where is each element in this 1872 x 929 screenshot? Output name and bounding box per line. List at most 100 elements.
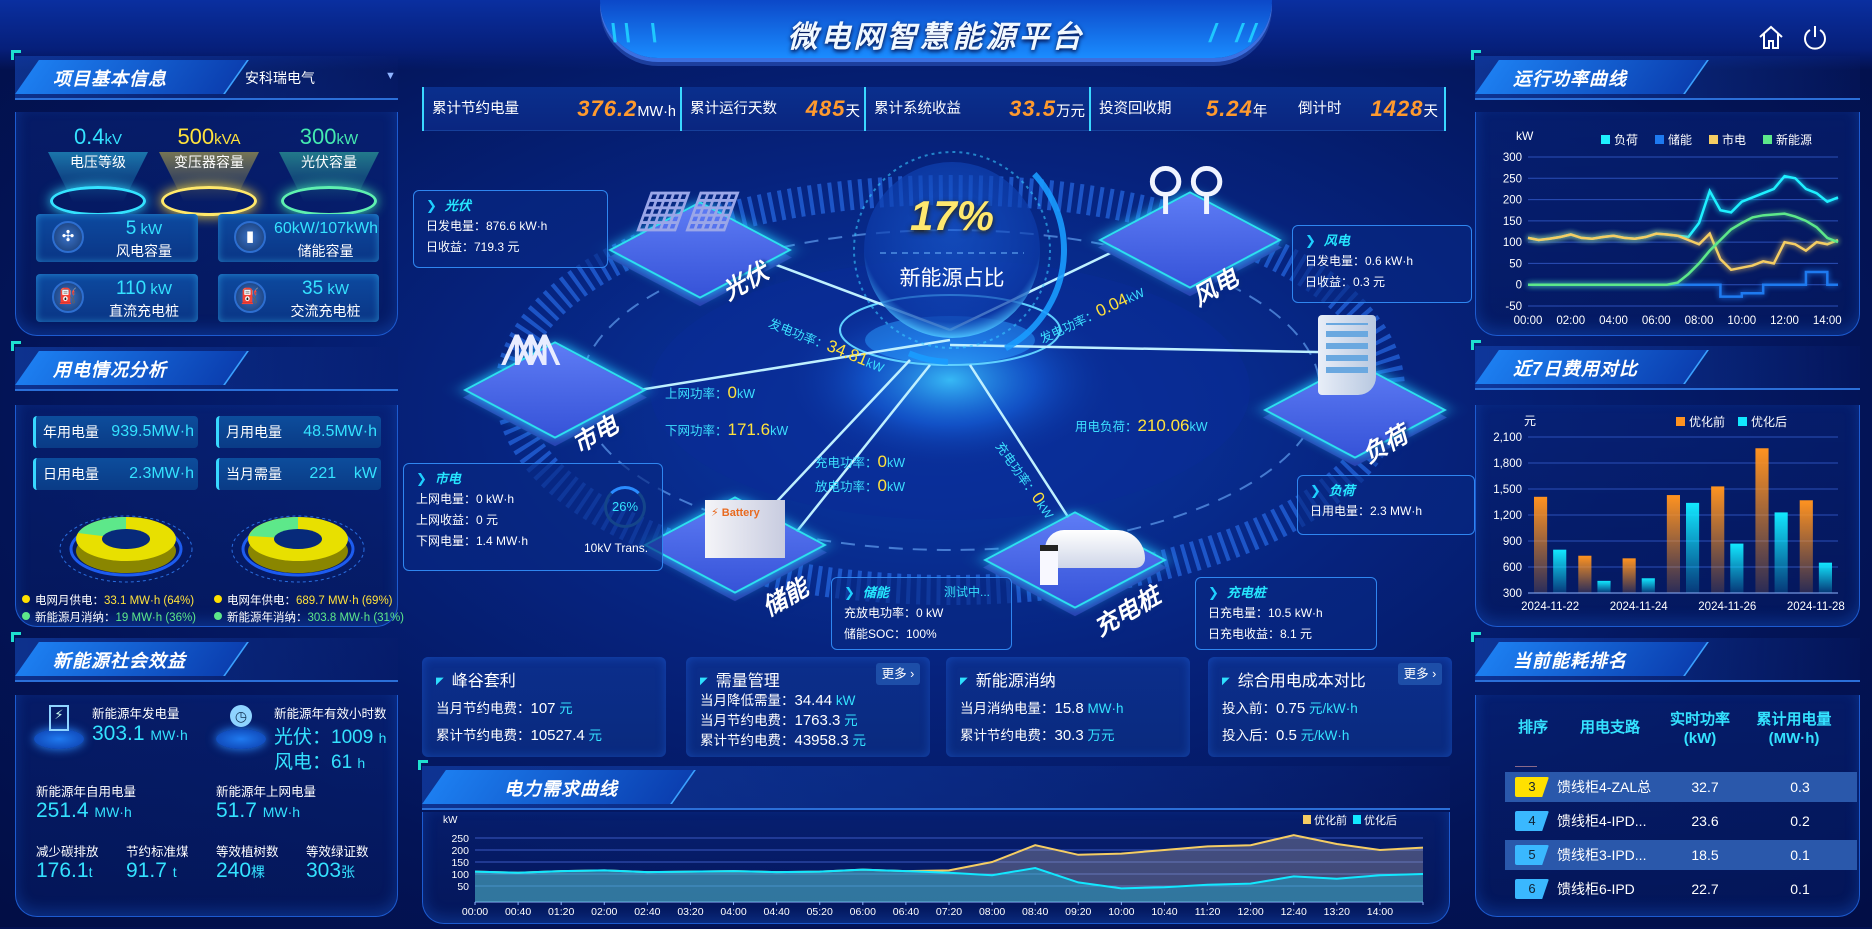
donut-charts [59, 515, 365, 583]
panel-project-info: 0.4kV 电压等级 500kVA 变压器容量 300kW 光伏容量 ✣ 5 kW 风电容… [15, 112, 398, 336]
social-value-trees: 240棵 [216, 859, 266, 882]
clock-icon: ◷ [216, 705, 266, 751]
x-tick-label: 14:00 [1367, 906, 1393, 918]
project-selector[interactable]: 安科瑞电气 ▼ [245, 68, 396, 88]
ranking-row[interactable]: 6 馈线柜6-IPD 22.7 0.1 [1505, 874, 1857, 904]
x-tick-label: 02:00 [1556, 315, 1585, 327]
usage-label: 当月需量 [226, 466, 282, 482]
power-icon[interactable] [1800, 22, 1830, 52]
corner-icon [1471, 632, 1481, 642]
x-tick-label: 04:40 [763, 906, 789, 918]
panel-title: 新能源社会效益 [53, 651, 186, 671]
home-icon[interactable] [1756, 22, 1786, 52]
usage-label: 日用电量 [43, 466, 99, 482]
flow-load: 用电负荷：210.06kW [1075, 416, 1208, 435]
wind-turbine-icon: ✣ [52, 221, 84, 253]
info-line: 日用电量：2.3 MW·h [1310, 504, 1423, 518]
x-tick-label: 02:00 [591, 906, 617, 918]
y-tick-label: 1,500 [1493, 484, 1522, 496]
x-tick-label: 12:00 [1770, 315, 1799, 327]
series-line-新能源 [1528, 212, 1839, 286]
stat-countdown-value: 1428 [1370, 96, 1424, 121]
item-label: 风电容量 [116, 243, 172, 259]
y-axis-unit: 元 [1524, 414, 1536, 428]
legend-label: 电网年供电： [227, 595, 296, 607]
bar-优化前-2024-11-22 [1534, 496, 1548, 593]
x-tick-label: 00:00 [1514, 315, 1543, 327]
legend-grid-monthly: 电网月供电：33.1 MW·h (64%) [22, 592, 194, 608]
x-tick-label: 03:20 [677, 906, 703, 918]
info-line: 日充电收益：8.1 元 [1208, 627, 1313, 641]
usage-monthly-demand: 当月需量 221 kW [216, 458, 381, 490]
stat-label: 累计系统收益 [874, 101, 961, 117]
rank-badge: 4 [1515, 811, 1549, 831]
panel-header-project: 项目基本信息 安科瑞电气 ▼ [11, 50, 398, 100]
info-line: 日收益：0.3 元 [1305, 275, 1386, 289]
y-axis-unit: kW [443, 815, 458, 826]
card-cost-comparison: 综合用电成本对比 更多 › 投入前：0.75 元/kW·h 投入后：0.5 元/k… [1208, 657, 1452, 757]
branch-name: 馈线柜3-IPD... [1557, 847, 1647, 863]
ranking-row[interactable]: 5 馈线柜3-IPD... 18.5 0.1 [1505, 840, 1857, 870]
stat-unit: 天 [845, 104, 861, 120]
item-wind-capacity: ✣ 5 kW 风电容量 [36, 214, 198, 262]
ranking-header-energy: 累计用电量 (MW·h) [1756, 711, 1832, 747]
info-line: 日收益：719.3 元 [426, 240, 520, 254]
card-row: 当月降低需量：34.44 kW [700, 692, 856, 709]
usage-value: 48.5MW·h [303, 423, 377, 440]
card-peak-valley: 峰谷套利 当月节约电费：107 元 累计节约电费：10527.4 元 [422, 657, 666, 757]
spot-label: 变压器容量 [174, 154, 244, 170]
panel-title: 近7日费用对比 [1513, 359, 1639, 379]
series-area-优化后 [475, 868, 1423, 902]
battery-container-icon: ⚡ Battery [705, 500, 785, 558]
item-unit: kW [323, 281, 349, 298]
more-button[interactable]: 更多 › [1398, 663, 1442, 685]
x-tick-label: 2024-11-26 [1698, 601, 1756, 613]
legend-label: 市电 [1722, 132, 1746, 147]
ranking-row[interactable]: 4 馈线柜4-IPD... 23.6 0.2 [1505, 806, 1857, 836]
center-platform-glow [780, 290, 1120, 470]
usage-monthly: 月用电量 48.5MW·h [216, 416, 381, 448]
project-selector-value: 安科瑞电气 [245, 70, 315, 86]
rank-badge: 6 [1515, 879, 1549, 899]
battery-icon: ▮ [234, 221, 266, 253]
item-label: 直流充电桩 [109, 303, 179, 319]
legend-value: 303.8 MW·h (31%) [307, 612, 405, 624]
legend-label: 新能源月消纳： [35, 612, 116, 624]
stat-value: 5.24 [1206, 96, 1253, 121]
x-tick-label: 14:00 [1813, 315, 1842, 327]
card-title: 需量管理 [700, 667, 780, 691]
legend-label: 储能 [1668, 132, 1692, 147]
divider [1515, 766, 1537, 767]
legend-swatch [1676, 417, 1685, 426]
card-new-energy-consumption: 新能源消纳 当月消纳电量：15.8 MW·h 累计节约电费：30.3 万元 [946, 657, 1190, 757]
legend-value: 19 MW·h (36%) [115, 612, 197, 624]
bar-优化后-2024-11-22 [1553, 549, 1567, 593]
new-energy-sphere [864, 162, 1040, 338]
item-value: 5 [125, 218, 137, 239]
social-value-wind-hours: 风电：61 h [274, 752, 366, 773]
corner-icon [1471, 50, 1481, 60]
item-value: 60kW/107kWh [274, 220, 379, 237]
sphere-progress-ring [837, 135, 1067, 365]
rank-badge: 3 [1515, 777, 1549, 797]
bar-优化前-2024-11-26 [1711, 486, 1725, 593]
social-value-carbon: 176.1t [36, 859, 93, 882]
flow-storage-charge: 充电功率：0kW [815, 452, 906, 471]
item-label: 交流充电桩 [290, 303, 361, 319]
y-tick-label: 1,200 [1493, 510, 1522, 522]
card-title: 新能源消纳 [960, 667, 1056, 691]
flow-grid-down: 下网功率：171.6kW [665, 420, 789, 439]
info-line: 储能SOC：100% [844, 627, 937, 641]
spot-value: 500 [177, 124, 215, 149]
card-demand-management: 需量管理 更多 › 当月降低需量：34.44 kW 当月节约电费：1763.3 元… [686, 657, 930, 757]
more-button[interactable]: 更多 › [876, 663, 920, 685]
ranking-row[interactable]: 3 馈线柜4-ZAL总 32.7 0.3 [1505, 772, 1857, 802]
x-tick-label: 06:00 [850, 906, 876, 918]
legend-swatch [1709, 135, 1718, 144]
ranking-header-branch: 用电支路 [1579, 719, 1640, 736]
panel-header-social: 新能源社会效益 [11, 632, 398, 682]
panel-usage: 年用电量 939.5MW·h 月用电量 48.5MW·h 日用电量 2.3MW·h 当… [15, 405, 404, 627]
transformer-label: 10kV Trans. [584, 541, 649, 555]
